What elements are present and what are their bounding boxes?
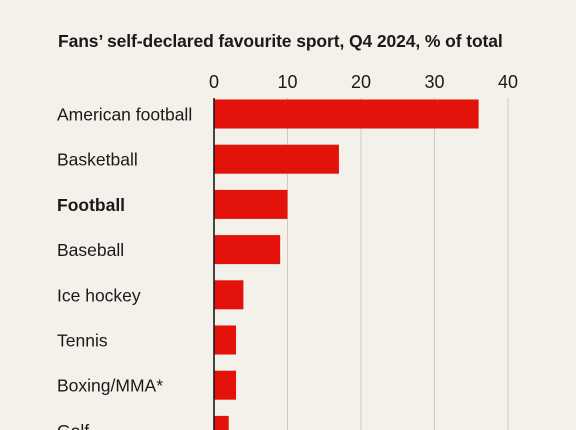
bars (214, 99, 479, 430)
bar (214, 370, 237, 400)
bar (214, 280, 244, 310)
x-tick-label: 10 (277, 72, 297, 92)
x-tick-label: 30 (424, 72, 444, 92)
x-axis-ticks: 0 10 20 30 40 (209, 72, 518, 92)
category-labels: American football Basketball Football Baseb… (57, 105, 192, 430)
bar (214, 144, 339, 174)
category-label: Baseball (57, 240, 124, 260)
category-label: Tennis (57, 331, 108, 351)
bar (214, 235, 281, 265)
category-label: Golf (57, 421, 89, 430)
x-tick-label: 40 (498, 72, 518, 92)
bar (214, 189, 288, 219)
chart-title: Fans’ self-declared favourite sport, Q4 … (58, 31, 503, 51)
category-label: Football (57, 195, 125, 215)
category-label: Basketball (57, 150, 138, 170)
x-tick-label: 20 (351, 72, 371, 92)
category-label: Boxing/MMA* (57, 376, 163, 396)
bar (214, 325, 237, 355)
bar (214, 415, 229, 430)
category-label: Ice hockey (57, 285, 141, 305)
x-tick-label: 0 (209, 72, 219, 92)
bar (214, 99, 479, 129)
category-label: American football (57, 105, 192, 125)
